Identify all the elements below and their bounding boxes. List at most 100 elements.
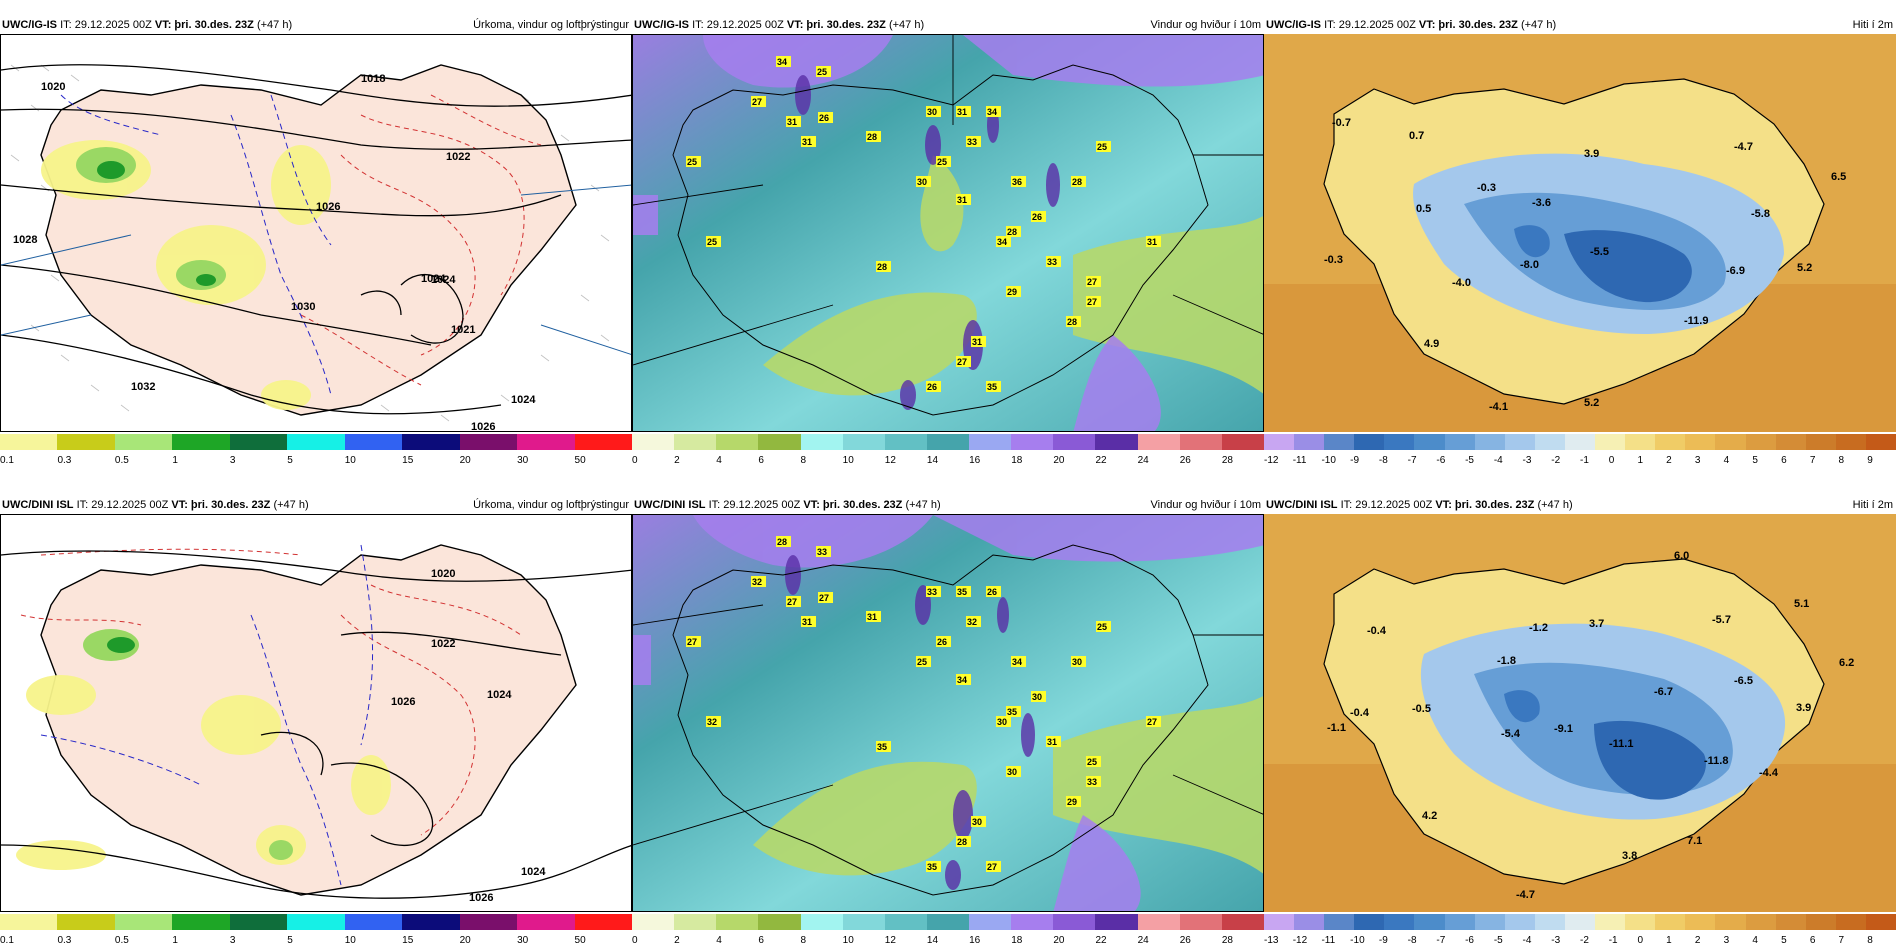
colorbar-tick: -12 (1264, 455, 1279, 466)
svg-text:26: 26 (927, 382, 937, 392)
colorbar-swatch (1474, 434, 1506, 450)
wind-colorbar: 0 2 4 6 8 10 12 14 16 18 20 22 24 26 28 (632, 434, 1265, 468)
colorbar-tick: 18 (1011, 455, 1023, 466)
gust-label: 34 (996, 236, 1011, 247)
svg-text:27: 27 (752, 97, 762, 107)
gust-label: 35 (926, 861, 941, 872)
colorbar-tick: -4 (1493, 455, 1503, 466)
temperature-map[interactable]: 6.0 -0.4 -1.2 3.7 -5.7 5.1 -1.8 6.2 -6.5… (1264, 514, 1896, 912)
valid-time: VT: þri. 30.des. 23Z (1418, 19, 1518, 31)
temp-label: -4.7 (1516, 889, 1535, 901)
svg-text:25: 25 (917, 657, 927, 667)
gust-label: 34 (1011, 656, 1026, 667)
panel-header: UWC/DINI ISL IT: 29.12.2025 00Z VT: þri.… (1264, 496, 1896, 514)
gust-label: 36 (1011, 176, 1026, 187)
gust-label: 25 (816, 66, 831, 77)
colorbar-swatch (287, 434, 346, 450)
colorbar-swatch (1835, 434, 1867, 450)
colorbar-swatch (1221, 914, 1265, 930)
gust-label: 33 (926, 586, 941, 597)
colorbar-tick: 26 (1179, 455, 1191, 466)
colorbar-tick: 12 (884, 455, 896, 466)
colorbar-swatch (517, 434, 576, 450)
svg-text:28: 28 (1067, 317, 1077, 327)
temp-label: -5.7 (1712, 614, 1731, 626)
gust-label: 33 (1046, 256, 1061, 267)
precip-map[interactable]: 1018 1020 1022 1024 1026 1028 1030 1032 … (0, 34, 632, 432)
panel-title: Hiti í 2m (1852, 19, 1893, 31)
gust-label: 26 (1031, 211, 1046, 222)
valid-time: VT: þri. 30.des. 23Z (1435, 499, 1535, 511)
init-time: IT: 29.12.2025 00Z (60, 19, 152, 31)
temp-label: 3.9 (1796, 702, 1811, 714)
colorbar-tick: -7 (1407, 455, 1417, 466)
temp-label: 5.1 (1794, 598, 1809, 610)
colorbar-swatch (1221, 434, 1265, 450)
colorbar-swatch (1053, 434, 1096, 450)
init-time: IT: 29.12.2025 00Z (1340, 499, 1433, 511)
temperature-map[interactable]: -0.7 0.7 -4.7 6.5 3.9 -0.3 0.5 -3.6 -5.8… (1264, 34, 1896, 432)
colorbar-tick: 3 (229, 455, 236, 466)
gust-label: 27 (1086, 276, 1101, 287)
panel-title: Úrkoma, vindur og loftþrýstingur (473, 19, 629, 31)
colorbar-swatch (1865, 434, 1897, 450)
colorbar-swatch (172, 434, 231, 450)
gust-label: 30 (1006, 766, 1021, 777)
colorbar-swatch (1745, 914, 1777, 930)
gust-label: 27 (751, 96, 766, 107)
svg-text:27: 27 (819, 593, 829, 603)
colorbar-tick: 12 (884, 935, 896, 946)
gust-label: 35 (876, 741, 891, 752)
colorbar-tick: 0.3 (57, 935, 72, 946)
svg-text:26: 26 (987, 587, 997, 597)
colorbar-swatch (758, 434, 802, 450)
colorbar-swatch (1137, 434, 1181, 450)
colorbar-tick: 14 (926, 455, 939, 466)
isobar-label: 1032 (131, 381, 155, 393)
colorbar-tick: 3 (1723, 935, 1730, 946)
colorbar-swatch (1011, 914, 1054, 930)
temp-label: -1.8 (1497, 655, 1516, 667)
temp-label: -9.1 (1554, 723, 1573, 735)
svg-text:34: 34 (1012, 657, 1022, 667)
isobar-label: 1022 (446, 151, 470, 163)
colorbar-swatch (574, 434, 633, 450)
colorbar-swatch (459, 434, 518, 450)
isobar-label: 1028 (13, 234, 37, 246)
svg-text:33: 33 (1047, 257, 1057, 267)
colorbar-tick: 15 (402, 935, 414, 946)
valid-time: VT: þri. 30.des. 23Z (803, 499, 903, 511)
colorbar-tick: 5 (1752, 455, 1758, 466)
isobar-label: 1024 (521, 866, 546, 878)
colorbar-tick: 24 (1137, 455, 1149, 466)
colorbar-swatch (1414, 914, 1446, 930)
svg-text:25: 25 (817, 67, 827, 77)
colorbar-swatch (1655, 914, 1686, 930)
gust-label: 27 (956, 356, 971, 367)
colorbar-tick: 7 (1838, 935, 1845, 946)
model-name: UWC/DINI ISL (634, 499, 706, 511)
colorbar-tick: -9 (1378, 935, 1388, 946)
isobar-label: 1030 (291, 301, 315, 313)
gust-label: 28 (866, 131, 881, 142)
colorbar-tick: -10 (1321, 455, 1336, 466)
isobar-label: 1024 (421, 273, 446, 285)
colorbar-tick: -7 (1436, 935, 1446, 946)
svg-text:32: 32 (707, 717, 717, 727)
temp-label: 7.1 (1687, 835, 1702, 847)
colorbar-tick: 8 (800, 935, 807, 946)
wind-map[interactable]: 28 33 32 27 27 31 31 33 35 26 32 26 34 34 25 30 25 30 35 31… (632, 514, 1264, 912)
top-precip-panel: UWC/IG-IS IT: 29.12.2025 00Z VT: þri. 30… (0, 16, 633, 466)
colorbar-tick: -5 (1493, 935, 1503, 946)
panel-header: UWC/DINI ISL IT: 29.12.2025 00Z VT: þri.… (632, 496, 1264, 514)
colorbar-swatch (1264, 434, 1295, 450)
svg-text:28: 28 (877, 262, 887, 272)
colorbar-tick: -11 (1292, 455, 1307, 466)
lead-time: (+47 h) (1537, 499, 1573, 511)
colorbar-swatch (1595, 434, 1626, 450)
colorbar-tick: 0.1 (0, 935, 14, 946)
colorbar-swatch (632, 434, 675, 450)
colorbar-swatch (1354, 434, 1385, 450)
wind-map[interactable]: 34 25 27 31 26 31 28 30 31 34 33 25 36 31 30 26 25 28 28 33… (632, 34, 1264, 432)
precip-map[interactable]: 1020 1022 1024 1026 1024 1026 (0, 514, 632, 912)
